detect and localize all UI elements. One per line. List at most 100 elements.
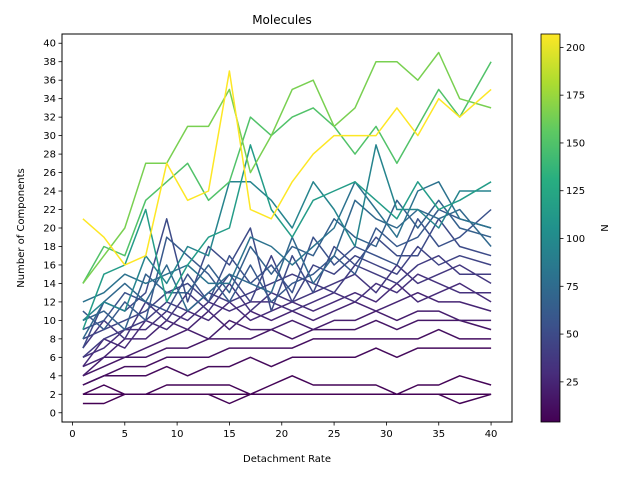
y-tick-label: 40 — [43, 39, 56, 50]
series-line-17 — [82, 199, 492, 340]
y-tick: 0 — [50, 408, 62, 419]
x-tick-label: 20 — [275, 429, 288, 440]
plot-frame — [61, 33, 513, 423]
y-tick: 26 — [43, 168, 62, 179]
y-tick: 12 — [43, 297, 62, 308]
x-tick-label: 10 — [171, 429, 184, 440]
y-tick-label: 26 — [43, 168, 56, 179]
y-tick: 18 — [43, 242, 62, 253]
x-tick-label: 40 — [485, 429, 498, 440]
y-tick: 22 — [43, 205, 62, 216]
y-tick-label: 12 — [43, 297, 56, 308]
colorbar-tick: 200 — [560, 43, 585, 54]
series-line-20 — [82, 144, 492, 330]
colorbar-tick-label: 50 — [566, 330, 579, 341]
colorbar-tick: 75 — [560, 282, 579, 293]
colorbar-tick: 150 — [560, 138, 585, 149]
x-tick-label: 5 — [122, 429, 128, 440]
y-tick-label: 32 — [43, 113, 56, 124]
series-line-16 — [82, 199, 492, 331]
series-line-0 — [82, 393, 492, 405]
x-tick-label: 35 — [432, 429, 445, 440]
colorbar-tick: 25 — [560, 377, 579, 388]
series-line-2 — [82, 375, 492, 396]
y-tick-label: 16 — [43, 260, 56, 271]
y-tick-label: 22 — [43, 205, 56, 216]
y-tick-label: 24 — [43, 187, 56, 198]
y-tick-label: 4 — [50, 371, 56, 382]
x-tick: 10 — [171, 422, 184, 440]
x-tick: 0 — [69, 422, 76, 440]
y-tick-label: 8 — [50, 334, 56, 345]
y-axis-label: Number of Components — [16, 168, 27, 287]
y-tick-label: 14 — [43, 279, 56, 290]
y-tick: 4 — [50, 371, 62, 382]
series-line-1 — [82, 393, 492, 405]
y-tick-label: 6 — [50, 353, 56, 364]
colorbar-tick: 125 — [560, 186, 585, 197]
colorbar-tick-label: 25 — [566, 377, 579, 388]
colorbar-tick-label: 200 — [566, 43, 585, 54]
colorbar-ticks: 25 50 75 100 125 150 175 200 — [560, 43, 585, 388]
y-tick-label: 30 — [43, 131, 56, 142]
y-tick-label: 18 — [43, 242, 56, 253]
y-tick: 30 — [43, 131, 62, 142]
colorbar-tick-label: 75 — [566, 282, 579, 293]
colorbar-tick-label: 125 — [566, 186, 585, 197]
series-line-4 — [82, 328, 492, 386]
series-line-18 — [82, 181, 492, 303]
y-tick: 20 — [43, 224, 62, 235]
y-tick-label: 36 — [43, 76, 56, 87]
series-line-9 — [82, 273, 492, 358]
y-tick: 14 — [43, 279, 62, 290]
x-tick-label: 15 — [223, 429, 236, 440]
y-tick-label: 2 — [50, 390, 56, 401]
series-line-22 — [82, 51, 492, 284]
y-tick: 38 — [43, 57, 62, 68]
x-tick: 35 — [432, 422, 445, 440]
y-tick: 36 — [43, 76, 62, 87]
x-tick: 25 — [328, 422, 341, 440]
series-line-19 — [82, 144, 492, 321]
colorbar-tick: 50 — [560, 330, 579, 341]
colorbar-tick-label: 175 — [566, 91, 585, 102]
y-tick-label: 0 — [50, 408, 56, 419]
y-tick: 6 — [50, 353, 62, 364]
x-tick: 5 — [122, 422, 128, 440]
x-tick-label: 0 — [69, 429, 75, 440]
y-tick-label: 10 — [43, 316, 56, 327]
colorbar-label: N — [600, 224, 611, 231]
series-line-15 — [82, 208, 492, 331]
y-tick: 8 — [50, 334, 62, 345]
series-line-7 — [82, 291, 492, 368]
colorbar-tick: 100 — [560, 234, 585, 245]
y-tick: 32 — [43, 113, 62, 124]
series-line-6 — [82, 310, 492, 377]
x-tick-label: 25 — [328, 429, 341, 440]
y-tick: 24 — [43, 187, 62, 198]
x-tick: 40 — [485, 422, 498, 440]
y-tick: 2 — [50, 390, 62, 401]
y-tick-label: 34 — [43, 94, 56, 105]
x-axis-ticks: 0 5 10 15 20 25 30 35 40 — [69, 422, 497, 440]
chart-title: Molecules — [252, 13, 312, 27]
series-line-5 — [82, 319, 492, 377]
colorbar-tick-label: 100 — [566, 234, 585, 245]
x-tick: 20 — [275, 422, 288, 440]
plot-series-group — [82, 51, 492, 405]
y-tick-label: 28 — [43, 150, 56, 161]
x-tick: 30 — [380, 422, 393, 440]
y-tick: 40 — [43, 39, 62, 50]
y-tick: 34 — [43, 94, 62, 105]
y-tick-label: 38 — [43, 57, 56, 68]
y-tick: 16 — [43, 260, 62, 271]
x-axis-label: Detachment Rate — [243, 454, 331, 465]
colorbar-tick: 175 — [560, 91, 585, 102]
x-tick-label: 30 — [380, 429, 393, 440]
y-tick-label: 20 — [43, 224, 56, 235]
series-line-23 — [82, 70, 492, 266]
x-tick: 15 — [223, 422, 236, 440]
y-tick: 10 — [43, 316, 62, 327]
